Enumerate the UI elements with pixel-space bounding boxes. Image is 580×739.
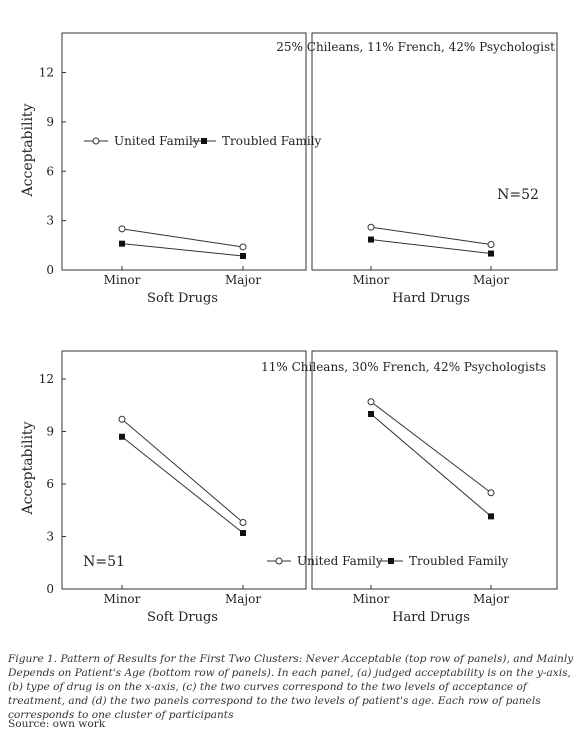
data-point-united bbox=[239, 243, 247, 251]
data-point-troubled bbox=[240, 530, 246, 536]
data-point-troubled bbox=[119, 433, 125, 440]
panel-frame bbox=[311, 350, 558, 590]
x-axis-label: Hard Drugs bbox=[392, 610, 470, 625]
y-tick-label: 0 bbox=[46, 263, 54, 277]
legend-label: Troubled Family bbox=[222, 134, 322, 148]
figure-caption: Figure 1. Pattern of Results for the Fir… bbox=[8, 653, 574, 721]
figure-chart: Acceptability 0 3 6 9 12 Minor Major Soft Drugs M… bbox=[20, 32, 558, 625]
series-line bbox=[121, 436, 244, 534]
y-tick-label: 9 bbox=[46, 115, 54, 129]
panel-frame bbox=[311, 32, 558, 271]
x-tick-label: Major bbox=[473, 592, 509, 606]
legend-label: Troubled Family bbox=[409, 554, 509, 568]
x-tick-label: Minor bbox=[104, 273, 141, 287]
series-line bbox=[370, 401, 492, 494]
series-line bbox=[370, 226, 492, 245]
y-tick-label: 0 bbox=[46, 582, 54, 596]
legend-marker-troubled bbox=[388, 558, 394, 564]
legend-label: United Family bbox=[114, 134, 200, 148]
y-tick-label: 9 bbox=[46, 425, 54, 439]
x-tick-label: Minor bbox=[104, 592, 141, 606]
panel-annotation: 25% Chileans, 11% French, 42% Psychologi… bbox=[276, 40, 555, 54]
data-point-united bbox=[118, 415, 126, 423]
panel-annotation: 11% Chileans, 30% French, 42% Psychologi… bbox=[261, 360, 546, 374]
y-tick-label: 6 bbox=[46, 164, 54, 178]
panel-frame bbox=[61, 350, 307, 590]
n-label: N=52 bbox=[497, 187, 539, 203]
x-tick-label: Major bbox=[225, 273, 261, 287]
data-point-troubled bbox=[368, 236, 374, 243]
y-axis-label: Acceptability bbox=[20, 421, 36, 515]
x-tick-label: Major bbox=[473, 273, 509, 287]
data-point-troubled bbox=[488, 250, 494, 257]
legend-marker-united bbox=[92, 137, 100, 145]
data-point-troubled bbox=[240, 253, 246, 260]
data-point-united bbox=[487, 240, 495, 248]
y-tick-label: 3 bbox=[46, 214, 54, 228]
series-line bbox=[370, 413, 492, 517]
y-tick-label: 3 bbox=[46, 530, 54, 544]
x-axis-label: Hard Drugs bbox=[392, 291, 470, 306]
y-axis-label: Acceptability bbox=[20, 103, 36, 197]
series-line bbox=[121, 418, 244, 523]
series-line bbox=[121, 243, 244, 257]
legend-label: United Family bbox=[297, 554, 383, 568]
source-note: Source: own work bbox=[8, 718, 106, 730]
data-point-troubled bbox=[119, 240, 125, 247]
panel-frame bbox=[61, 32, 307, 271]
x-axis-label: Soft Drugs bbox=[147, 610, 218, 625]
data-point-troubled bbox=[488, 513, 494, 520]
data-point-united bbox=[367, 398, 375, 406]
x-tick-label: Minor bbox=[353, 273, 390, 287]
series-line bbox=[370, 239, 492, 255]
y-tick-label: 12 bbox=[39, 372, 54, 386]
x-axis-label: Soft Drugs bbox=[147, 291, 218, 306]
x-tick-label: Minor bbox=[353, 592, 390, 606]
y-tick-label: 6 bbox=[46, 477, 54, 491]
data-point-troubled bbox=[368, 411, 374, 417]
n-label: N=51 bbox=[83, 554, 125, 570]
series-line bbox=[121, 228, 244, 248]
data-point-united bbox=[118, 225, 126, 233]
data-point-united bbox=[239, 519, 247, 526]
x-tick-label: Major bbox=[225, 592, 261, 606]
legend-marker-troubled bbox=[201, 138, 207, 144]
legend-marker-united bbox=[275, 557, 283, 565]
data-point-united bbox=[367, 223, 375, 231]
data-point-united bbox=[487, 489, 495, 497]
y-tick-label: 12 bbox=[39, 66, 54, 80]
